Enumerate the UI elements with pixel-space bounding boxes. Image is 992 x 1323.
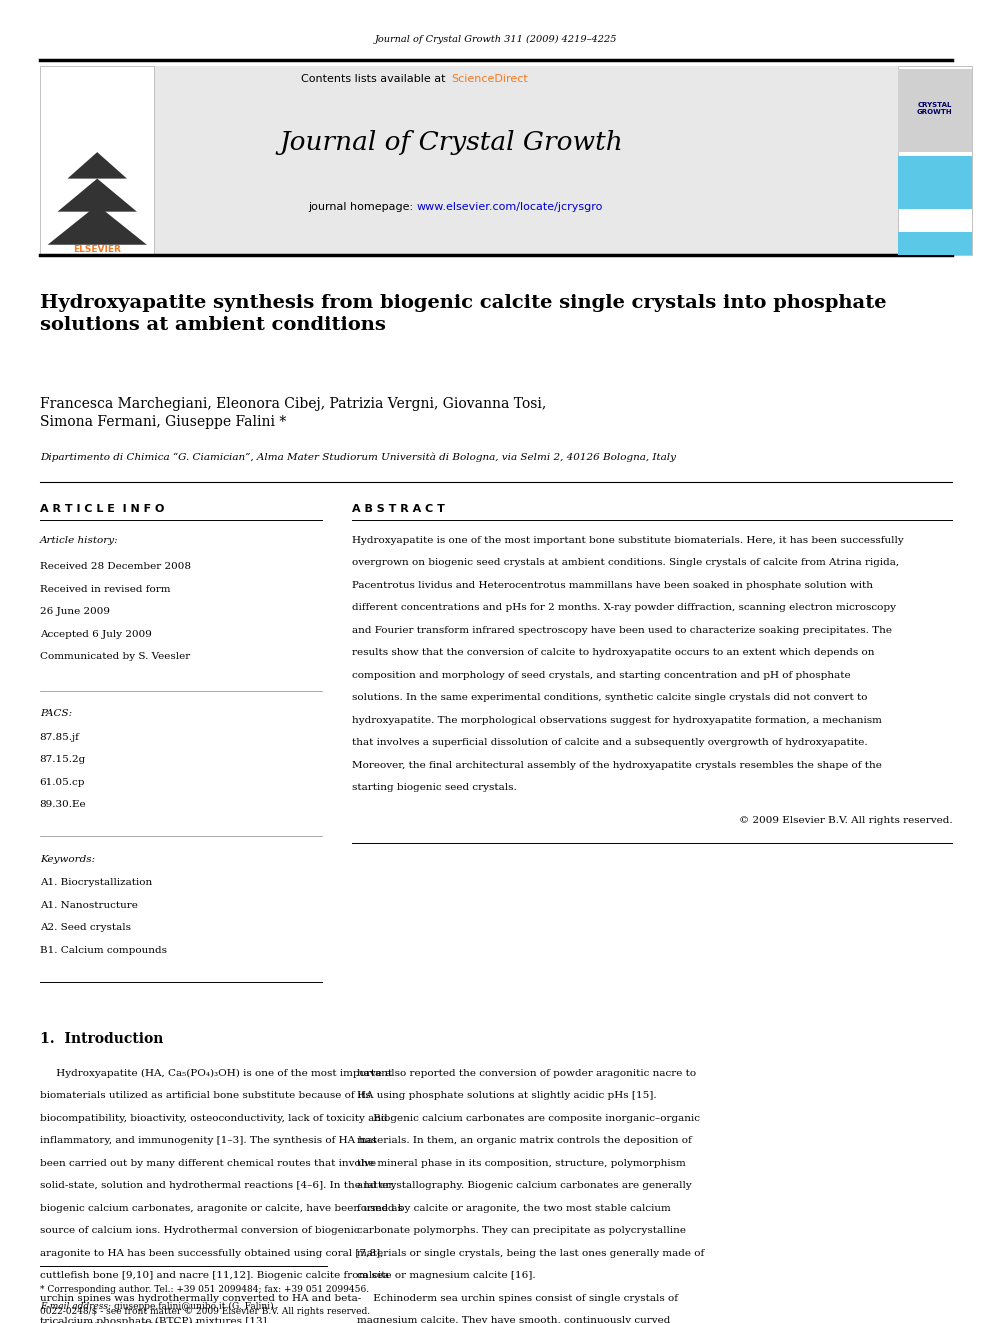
Text: Received in revised form: Received in revised form — [40, 585, 171, 594]
Text: 1.  Introduction: 1. Introduction — [40, 1032, 163, 1046]
Text: magnesium calcite. They have smooth, continuously curved: magnesium calcite. They have smooth, con… — [357, 1316, 671, 1323]
Text: doi:10.1016/j.jcrysgro.2009.07.010: doi:10.1016/j.jcrysgro.2009.07.010 — [40, 1322, 200, 1323]
Text: Hydroxyapatite is one of the most important bone substitute biomaterials. Here, : Hydroxyapatite is one of the most import… — [352, 536, 904, 545]
Text: A1. Biocrystallization: A1. Biocrystallization — [40, 878, 152, 888]
Text: aragonite to HA has been successfully obtained using coral [7,8],: aragonite to HA has been successfully ob… — [40, 1249, 383, 1258]
Text: Communicated by S. Veesler: Communicated by S. Veesler — [40, 652, 189, 662]
Text: Accepted 6 July 2009: Accepted 6 July 2009 — [40, 630, 152, 639]
Text: Francesca Marchegiani, Eleonora Cibej, Patrizia Vergni, Giovanna Tosi,
Simona Fe: Francesca Marchegiani, Eleonora Cibej, P… — [40, 397, 546, 429]
Text: different concentrations and pHs for 2 months. X-ray powder diffraction, scannin: different concentrations and pHs for 2 m… — [352, 603, 896, 613]
FancyBboxPatch shape — [898, 156, 972, 209]
FancyBboxPatch shape — [898, 69, 972, 152]
Text: journal homepage:: journal homepage: — [308, 202, 417, 213]
Text: biomaterials utilized as artificial bone substitute because of its: biomaterials utilized as artificial bone… — [40, 1091, 370, 1101]
Text: solid-state, solution and hydrothermal reactions [4–6]. In the latter,: solid-state, solution and hydrothermal r… — [40, 1181, 395, 1191]
Text: HA using phosphate solutions at slightly acidic pHs [15].: HA using phosphate solutions at slightly… — [357, 1091, 657, 1101]
Text: composition and morphology of seed crystals, and starting concentration and pH o: composition and morphology of seed cryst… — [352, 671, 851, 680]
Text: been carried out by many different chemical routes that involve: been carried out by many different chemi… — [40, 1159, 376, 1168]
Text: overgrown on biogenic seed crystals at ambient conditions. Single crystals of ca: overgrown on biogenic seed crystals at a… — [352, 558, 900, 568]
FancyBboxPatch shape — [40, 66, 154, 255]
Text: Journal of Crystal Growth 311 (2009) 4219–4225: Journal of Crystal Growth 311 (2009) 421… — [375, 34, 617, 44]
Polygon shape — [91, 198, 103, 232]
Text: and Fourier transform infrared spectroscopy have been used to characterize soaki: and Fourier transform infrared spectrosc… — [352, 626, 892, 635]
Text: E-mail address:: E-mail address: — [40, 1302, 111, 1311]
FancyBboxPatch shape — [898, 66, 972, 255]
Text: giuseppe.falini@unibo.it (G. Falini).: giuseppe.falini@unibo.it (G. Falini). — [114, 1302, 277, 1311]
Text: calcite or magnesium calcite [16].: calcite or magnesium calcite [16]. — [357, 1271, 536, 1281]
Text: have also reported the conversion of powder aragonitic nacre to: have also reported the conversion of pow… — [357, 1069, 696, 1078]
Text: 87.85.jf: 87.85.jf — [40, 733, 79, 742]
Text: © 2009 Elsevier B.V. All rights reserved.: © 2009 Elsevier B.V. All rights reserved… — [739, 816, 952, 826]
Text: carbonate polymorphs. They can precipitate as polycrystalline: carbonate polymorphs. They can precipita… — [357, 1226, 686, 1236]
Text: materials or single crystals, being the last ones generally made of: materials or single crystals, being the … — [357, 1249, 704, 1258]
Text: Contents lists available at: Contents lists available at — [302, 74, 449, 85]
Text: cuttlefish bone [9,10] and nacre [11,12]. Biogenic calcite from sea: cuttlefish bone [9,10] and nacre [11,12]… — [40, 1271, 389, 1281]
Text: Keywords:: Keywords: — [40, 855, 95, 864]
Text: Echinoderm sea urchin spines consist of single crystals of: Echinoderm sea urchin spines consist of … — [357, 1294, 679, 1303]
Text: Received 28 December 2008: Received 28 December 2008 — [40, 562, 190, 572]
Text: 89.30.Ee: 89.30.Ee — [40, 800, 86, 810]
Text: Dipartimento di Chimica “G. Ciamician”, Alma Mater Studiorum Università di Bolog: Dipartimento di Chimica “G. Ciamician”, … — [40, 452, 676, 462]
Text: Hydroxyapatite synthesis from biogenic calcite single crystals into phosphate
so: Hydroxyapatite synthesis from biogenic c… — [40, 294, 886, 333]
Text: A1. Nanostructure: A1. Nanostructure — [40, 901, 138, 910]
Text: 26 June 2009: 26 June 2009 — [40, 607, 110, 617]
Text: that involves a superficial dissolution of calcite and a subsequently overgrowth: that involves a superficial dissolution … — [352, 738, 868, 747]
Text: the mineral phase in its composition, structure, polymorphism: the mineral phase in its composition, st… — [357, 1159, 685, 1168]
Text: solutions. In the same experimental conditions, synthetic calcite single crystal: solutions. In the same experimental cond… — [352, 693, 868, 703]
Text: * Corresponding author. Tel.: +39 051 2099484; fax: +39 051 2099456.: * Corresponding author. Tel.: +39 051 20… — [40, 1285, 369, 1294]
Text: results show that the conversion of calcite to hydroxyapatite occurs to an exten: results show that the conversion of calc… — [352, 648, 875, 658]
FancyBboxPatch shape — [154, 66, 898, 254]
Text: source of calcium ions. Hydrothermal conversion of biogenic: source of calcium ions. Hydrothermal con… — [40, 1226, 359, 1236]
Text: formed by calcite or aragonite, the two most stable calcium: formed by calcite or aragonite, the two … — [357, 1204, 671, 1213]
Polygon shape — [67, 152, 127, 179]
Text: 0022-0248/$ - see front matter © 2009 Elsevier B.V. All rights reserved.: 0022-0248/$ - see front matter © 2009 El… — [40, 1307, 370, 1316]
Text: inflammatory, and immunogenity [1–3]. The synthesis of HA has: inflammatory, and immunogenity [1–3]. Th… — [40, 1136, 376, 1146]
Text: starting biogenic seed crystals.: starting biogenic seed crystals. — [352, 783, 517, 792]
Text: biogenic calcium carbonates, aragonite or calcite, have been used as: biogenic calcium carbonates, aragonite o… — [40, 1204, 403, 1213]
Text: Journal of Crystal Growth: Journal of Crystal Growth — [280, 130, 623, 155]
Text: B1. Calcium compounds: B1. Calcium compounds — [40, 946, 167, 955]
Text: A R T I C L E  I N F O: A R T I C L E I N F O — [40, 504, 164, 515]
Text: CRYSTAL
GROWTH: CRYSTAL GROWTH — [917, 102, 952, 115]
Text: urchin spines was hydrothermally converted to HA and beta-: urchin spines was hydrothermally convert… — [40, 1294, 361, 1303]
Text: tricalcium phosphate (BTCP) mixtures [13].: tricalcium phosphate (BTCP) mixtures [13… — [40, 1316, 270, 1323]
Text: hydroxyapatite. The morphological observations suggest for hydroxyapatite format: hydroxyapatite. The morphological observ… — [352, 716, 882, 725]
Text: A B S T R A C T: A B S T R A C T — [352, 504, 445, 515]
Text: 87.15.2g: 87.15.2g — [40, 755, 86, 765]
FancyBboxPatch shape — [898, 232, 972, 255]
Text: and crystallography. Biogenic calcium carbonates are generally: and crystallography. Biogenic calcium ca… — [357, 1181, 691, 1191]
Text: biocompatibility, bioactivity, osteoconductivity, lack of toxicity and: biocompatibility, bioactivity, osteocond… — [40, 1114, 387, 1123]
Text: PACS:: PACS: — [40, 709, 71, 718]
Text: Moreover, the final architectural assembly of the hydroxyapatite crystals resemb: Moreover, the final architectural assemb… — [352, 761, 882, 770]
Polygon shape — [58, 179, 137, 212]
Text: www.elsevier.com/locate/jcrysgro: www.elsevier.com/locate/jcrysgro — [417, 202, 603, 213]
Text: Biogenic calcium carbonates are composite inorganic–organic: Biogenic calcium carbonates are composit… — [357, 1114, 700, 1123]
Text: ScienceDirect: ScienceDirect — [451, 74, 528, 85]
Text: 61.05.cp: 61.05.cp — [40, 778, 85, 787]
Text: materials. In them, an organic matrix controls the deposition of: materials. In them, an organic matrix co… — [357, 1136, 691, 1146]
Text: ELSEVIER: ELSEVIER — [73, 245, 121, 254]
Text: Hydroxyapatite (HA, Ca₅(PO₄)₃OH) is one of the most important: Hydroxyapatite (HA, Ca₅(PO₄)₃OH) is one … — [40, 1069, 392, 1078]
Polygon shape — [48, 205, 147, 245]
Text: A2. Seed crystals: A2. Seed crystals — [40, 923, 131, 933]
Text: Pacentrotus lividus and Heterocentrotus mammillans have been soaked in phosphate: Pacentrotus lividus and Heterocentrotus … — [352, 581, 873, 590]
Text: Article history:: Article history: — [40, 536, 118, 545]
